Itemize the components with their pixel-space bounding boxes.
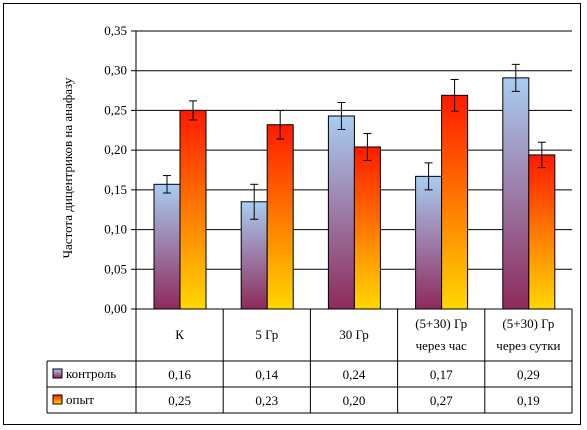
table-value: 0,27 — [430, 393, 453, 408]
bar-контроль — [153, 183, 181, 310]
bar-опыт — [353, 146, 381, 310]
bar-опыт — [441, 94, 469, 310]
y-tick-label: 0,25 — [104, 102, 127, 117]
legend-key-опыт — [52, 394, 63, 405]
error-bars — [163, 63, 546, 220]
y-tick-label: 0,05 — [104, 261, 127, 276]
bar-контроль — [415, 175, 443, 310]
bar-опыт — [266, 124, 294, 310]
bar-контроль — [502, 77, 530, 310]
axes: 0,00 0,05 0,10 0,15 0,20 0,25 0,30 0,35 — [104, 23, 572, 316]
table-value: 0,17 — [430, 367, 453, 382]
gridlines — [136, 30, 572, 270]
y-tick-label: 0,20 — [104, 142, 127, 157]
x-tick-label: через сутки — [496, 338, 560, 353]
data-table: К 5 Гр 30 Гр (5+30) Гр через час (5+30) Гр чер… — [46, 309, 573, 414]
legend-label: опыт — [66, 392, 94, 407]
y-tick-label: 0,15 — [104, 182, 127, 197]
bar-контроль — [327, 115, 355, 310]
legend-label: контроль — [66, 366, 116, 381]
x-tick-label: через час — [416, 338, 467, 353]
x-tick-label: 5 Гр — [255, 327, 278, 342]
legend-key-контроль — [52, 368, 63, 379]
bar-опыт — [179, 109, 207, 310]
table-value: 0,16 — [168, 367, 191, 382]
bar-опыт — [528, 154, 556, 310]
table-value: 0,25 — [168, 393, 191, 408]
table-value: 0,20 — [343, 393, 366, 408]
table-value: 0,29 — [517, 367, 540, 382]
x-tick-label: (5+30) Гр — [415, 316, 467, 331]
table-value: 0,23 — [255, 393, 278, 408]
bars — [153, 77, 556, 310]
y-tick-label: 0,35 — [104, 23, 127, 38]
bar-контроль — [240, 201, 268, 310]
x-tick-label: 30 Гр — [339, 327, 368, 342]
y-axis-label: Частота дицентриков на анафазу — [60, 77, 75, 258]
x-tick-label: (5+30) Гр — [502, 316, 554, 331]
x-tick-label: К — [175, 327, 184, 342]
y-tick-label: 0,30 — [104, 63, 127, 78]
y-tick-label: 0,00 — [104, 301, 127, 316]
table-value: 0,24 — [343, 367, 366, 382]
table-value: 0,19 — [517, 393, 540, 408]
table-value: 0,14 — [255, 367, 278, 382]
y-tick-label: 0,10 — [104, 222, 127, 237]
